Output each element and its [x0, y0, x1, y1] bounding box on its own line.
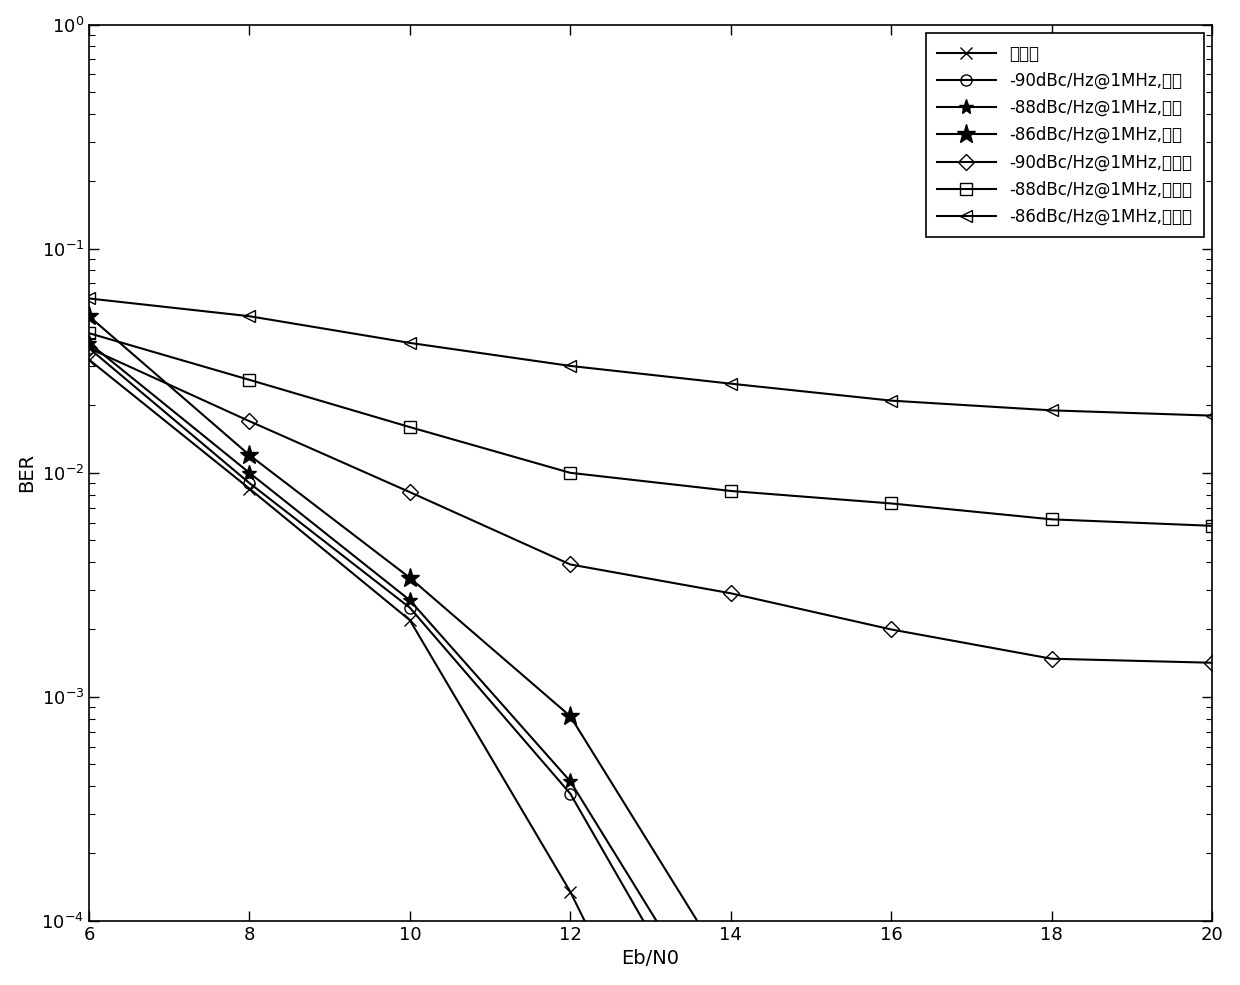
-90dBc/Hz@1MHz,不补偿	[1204, 657, 1219, 669]
无相噪	[563, 886, 578, 897]
-90dBc/Hz@1MHz,不补偿	[1044, 653, 1059, 665]
Line: -88dBc/Hz@1MHz,不补偿: -88dBc/Hz@1MHz,不补偿	[83, 328, 1218, 531]
-88dBc/Hz@1MHz,补偿	[82, 337, 97, 349]
-88dBc/Hz@1MHz,不补偿	[403, 422, 418, 433]
-86dBc/Hz@1MHz,不补偿	[403, 337, 418, 349]
-88dBc/Hz@1MHz,补偿	[563, 775, 578, 787]
-86dBc/Hz@1MHz,补偿	[563, 710, 578, 722]
-86dBc/Hz@1MHz,补偿	[242, 449, 257, 461]
-86dBc/Hz@1MHz,不补偿	[242, 310, 257, 322]
-90dBc/Hz@1MHz,不补偿	[403, 487, 418, 498]
-90dBc/Hz@1MHz,补偿	[403, 602, 418, 614]
-90dBc/Hz@1MHz,补偿	[242, 477, 257, 489]
-88dBc/Hz@1MHz,不补偿	[563, 467, 578, 479]
无相噪	[82, 354, 97, 365]
-88dBc/Hz@1MHz,不补偿	[82, 327, 97, 339]
Line: -90dBc/Hz@1MHz,补偿: -90dBc/Hz@1MHz,补偿	[83, 343, 720, 985]
-88dBc/Hz@1MHz,补偿	[242, 467, 257, 479]
-90dBc/Hz@1MHz,不补偿	[563, 558, 578, 570]
-86dBc/Hz@1MHz,不补偿	[723, 378, 738, 390]
-90dBc/Hz@1MHz,不补偿	[82, 342, 97, 354]
-86dBc/Hz@1MHz,不补偿	[82, 293, 97, 304]
-88dBc/Hz@1MHz,不补偿	[1044, 513, 1059, 525]
-88dBc/Hz@1MHz,不补偿	[1204, 520, 1219, 532]
-90dBc/Hz@1MHz,不补偿	[723, 587, 738, 599]
Line: -90dBc/Hz@1MHz,不补偿: -90dBc/Hz@1MHz,不补偿	[83, 343, 1218, 668]
-88dBc/Hz@1MHz,不补偿	[884, 497, 899, 509]
Line: 无相噪: 无相噪	[83, 354, 697, 985]
-86dBc/Hz@1MHz,不补偿	[1044, 405, 1059, 417]
Legend: 无相噪, -90dBc/Hz@1MHz,补偿, -88dBc/Hz@1MHz,补偿, -86dBc/Hz@1MHz,补偿, -90dBc/Hz@1MHz,不补偿: 无相噪, -90dBc/Hz@1MHz,补偿, -88dBc/Hz@1MHz,补…	[925, 33, 1204, 237]
Line: -86dBc/Hz@1MHz,不补偿: -86dBc/Hz@1MHz,不补偿	[83, 293, 1218, 422]
-90dBc/Hz@1MHz,补偿	[82, 342, 97, 354]
-86dBc/Hz@1MHz,不补偿	[563, 360, 578, 371]
无相噪	[242, 483, 257, 494]
-90dBc/Hz@1MHz,补偿	[563, 788, 578, 800]
无相噪	[403, 615, 418, 626]
-90dBc/Hz@1MHz,不补偿	[242, 416, 257, 427]
-88dBc/Hz@1MHz,不补偿	[723, 485, 738, 496]
-86dBc/Hz@1MHz,补偿	[403, 572, 418, 584]
-88dBc/Hz@1MHz,补偿	[403, 594, 418, 606]
-90dBc/Hz@1MHz,不补偿	[884, 624, 899, 635]
-86dBc/Hz@1MHz,补偿	[707, 943, 722, 954]
Y-axis label: BER: BER	[16, 453, 36, 492]
Line: -88dBc/Hz@1MHz,补偿: -88dBc/Hz@1MHz,补偿	[82, 335, 722, 985]
-86dBc/Hz@1MHz,不补偿	[1204, 410, 1219, 422]
-86dBc/Hz@1MHz,不补偿	[884, 395, 899, 407]
-88dBc/Hz@1MHz,不补偿	[242, 374, 257, 386]
X-axis label: Eb/N0: Eb/N0	[621, 950, 680, 968]
Line: -86dBc/Hz@1MHz,补偿: -86dBc/Hz@1MHz,补偿	[79, 306, 724, 958]
-86dBc/Hz@1MHz,补偿	[82, 310, 97, 322]
